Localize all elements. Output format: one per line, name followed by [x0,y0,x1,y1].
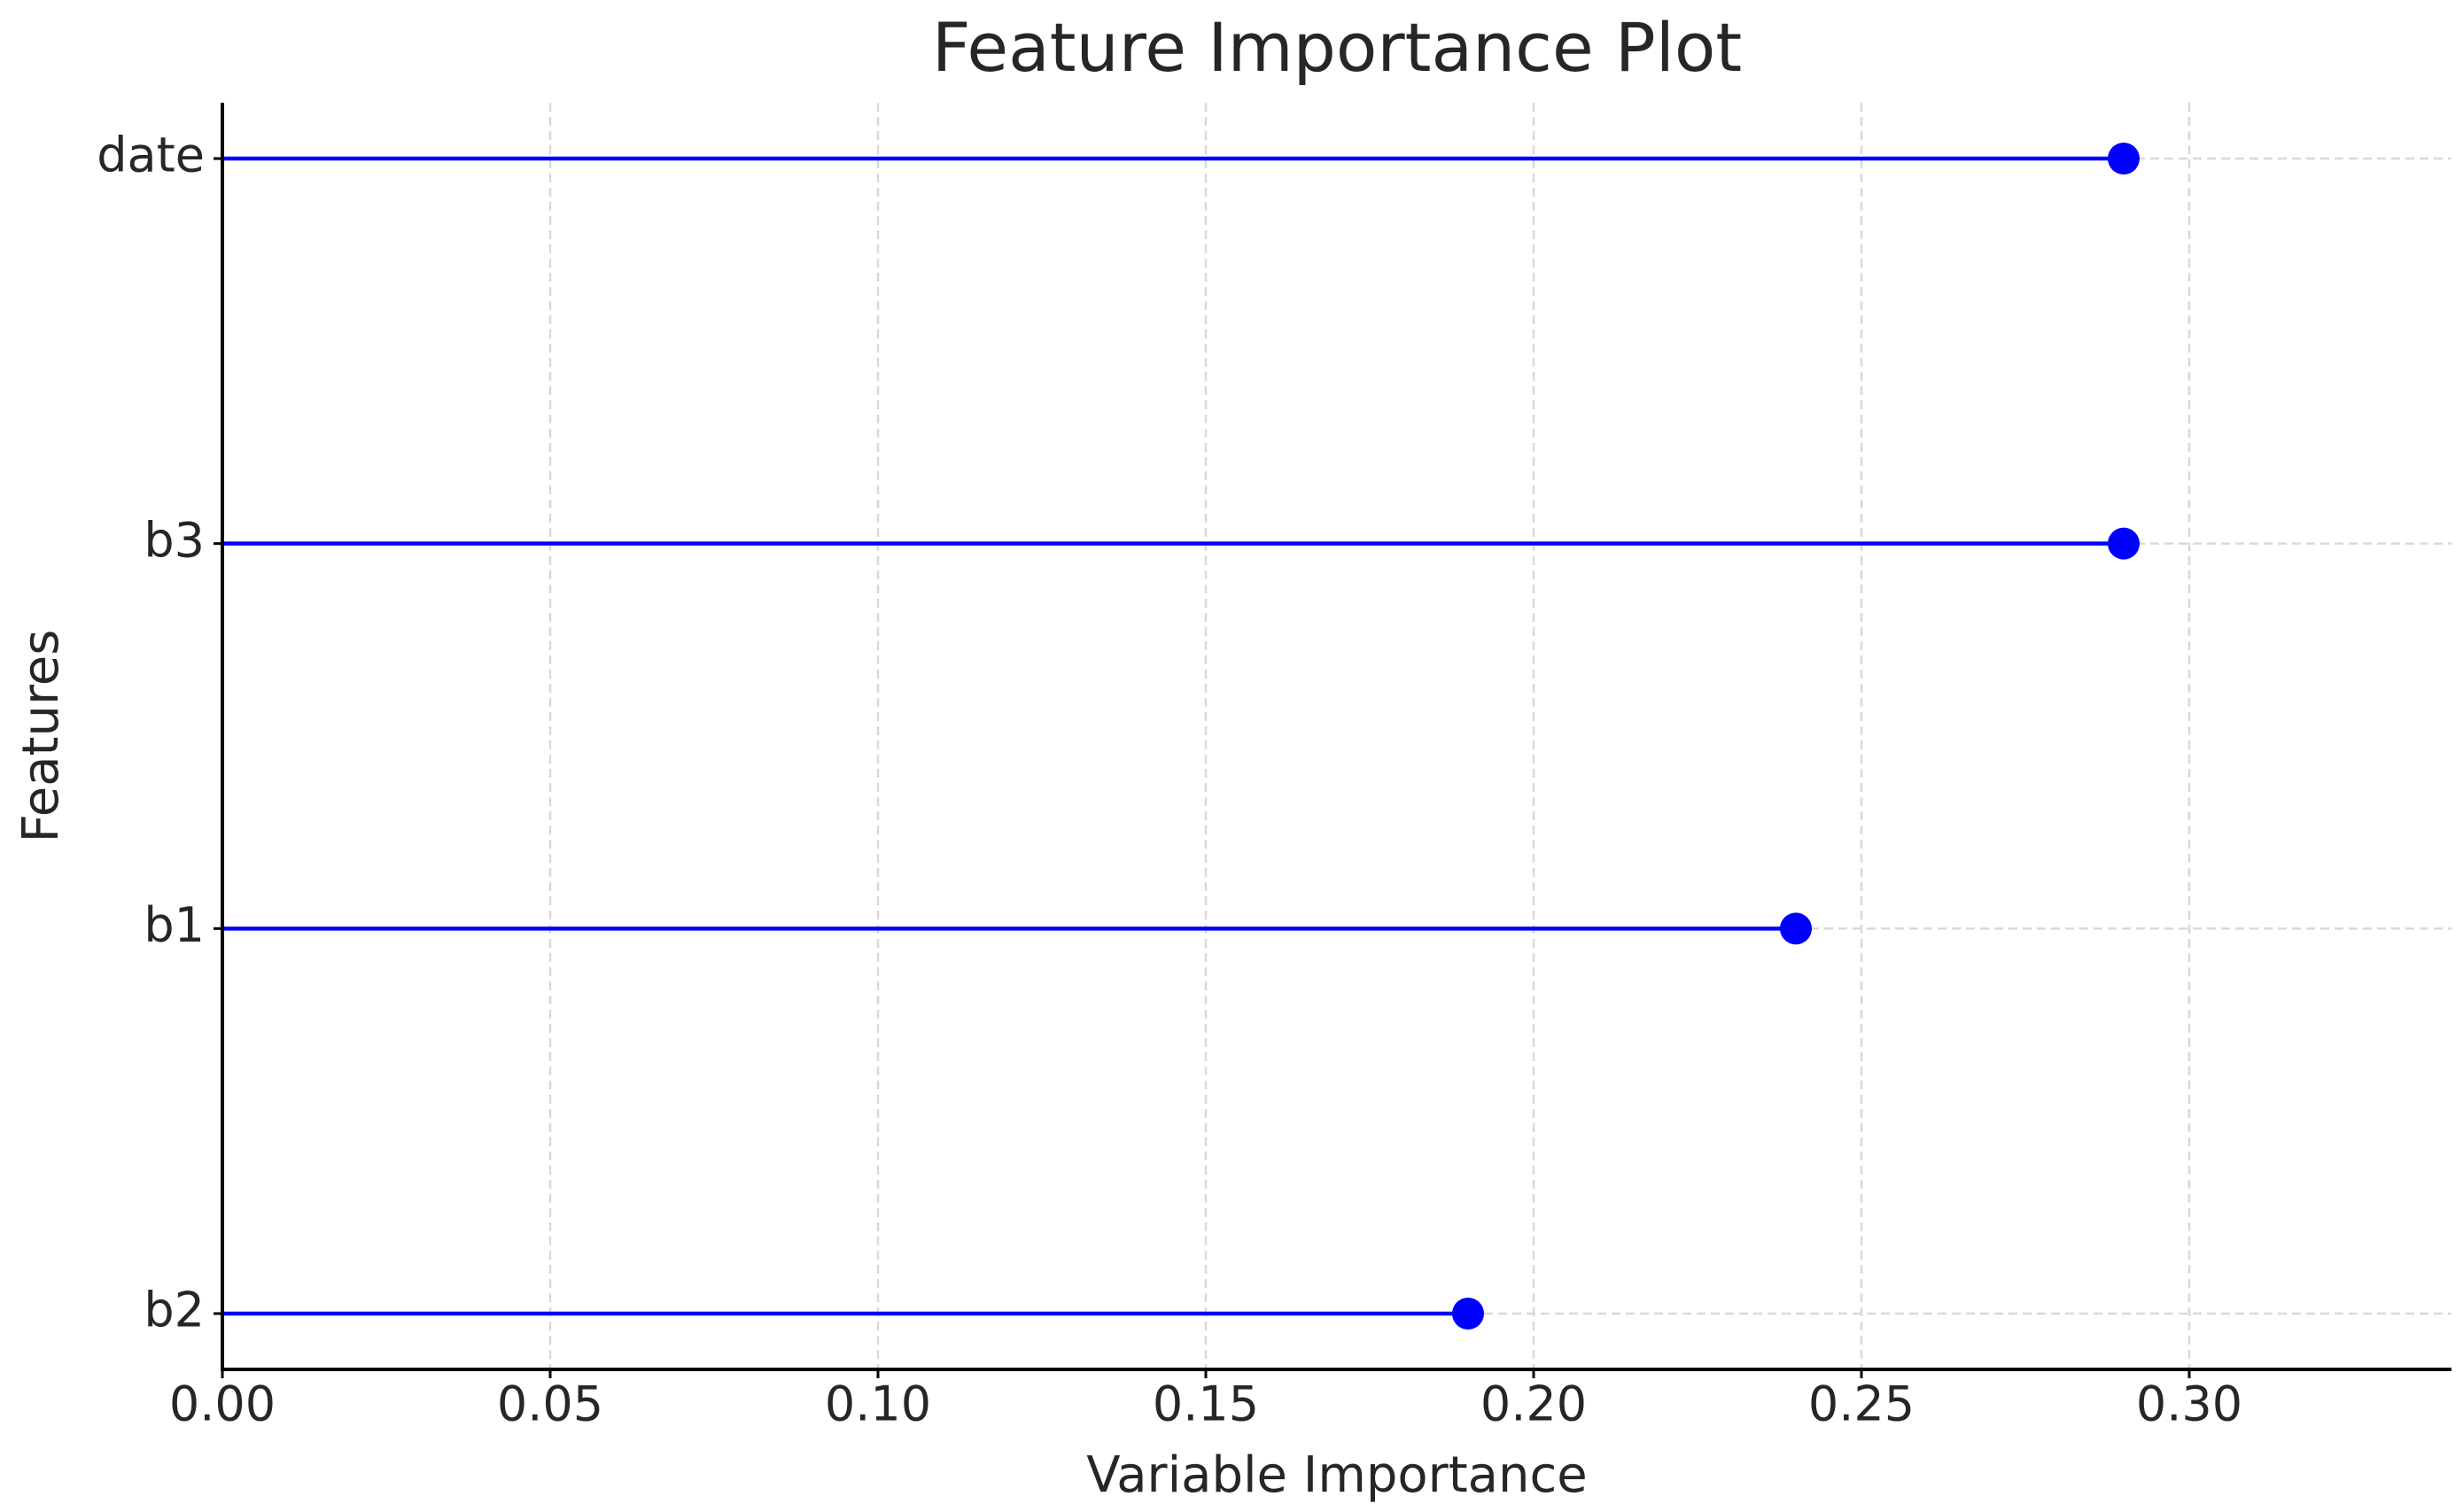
marker [2108,527,2140,560]
x-tick-label: 0.05 [497,1376,603,1432]
marker [1452,1297,1484,1330]
x-tick-label: 0.10 [825,1376,931,1432]
x-axis-label: Variable Importance [1086,1446,1587,1504]
marker [2108,143,2140,175]
x-tick-label: 0.20 [1480,1376,1587,1432]
y-axis-label: Features [12,630,70,843]
marker [1780,912,1812,945]
x-tick-label: 0.00 [169,1376,276,1432]
chart-title: Feature Importance Plot [932,8,1742,87]
x-tick-label: 0.25 [1808,1376,1915,1432]
x-tick-label: 0.30 [2136,1376,2242,1432]
y-tick-label: b3 [144,512,205,568]
y-tick-label: b1 [144,897,205,953]
y-tick-label: date [97,128,205,183]
x-tick-label: 0.15 [1153,1376,1259,1432]
y-tick-label: b2 [144,1283,205,1338]
